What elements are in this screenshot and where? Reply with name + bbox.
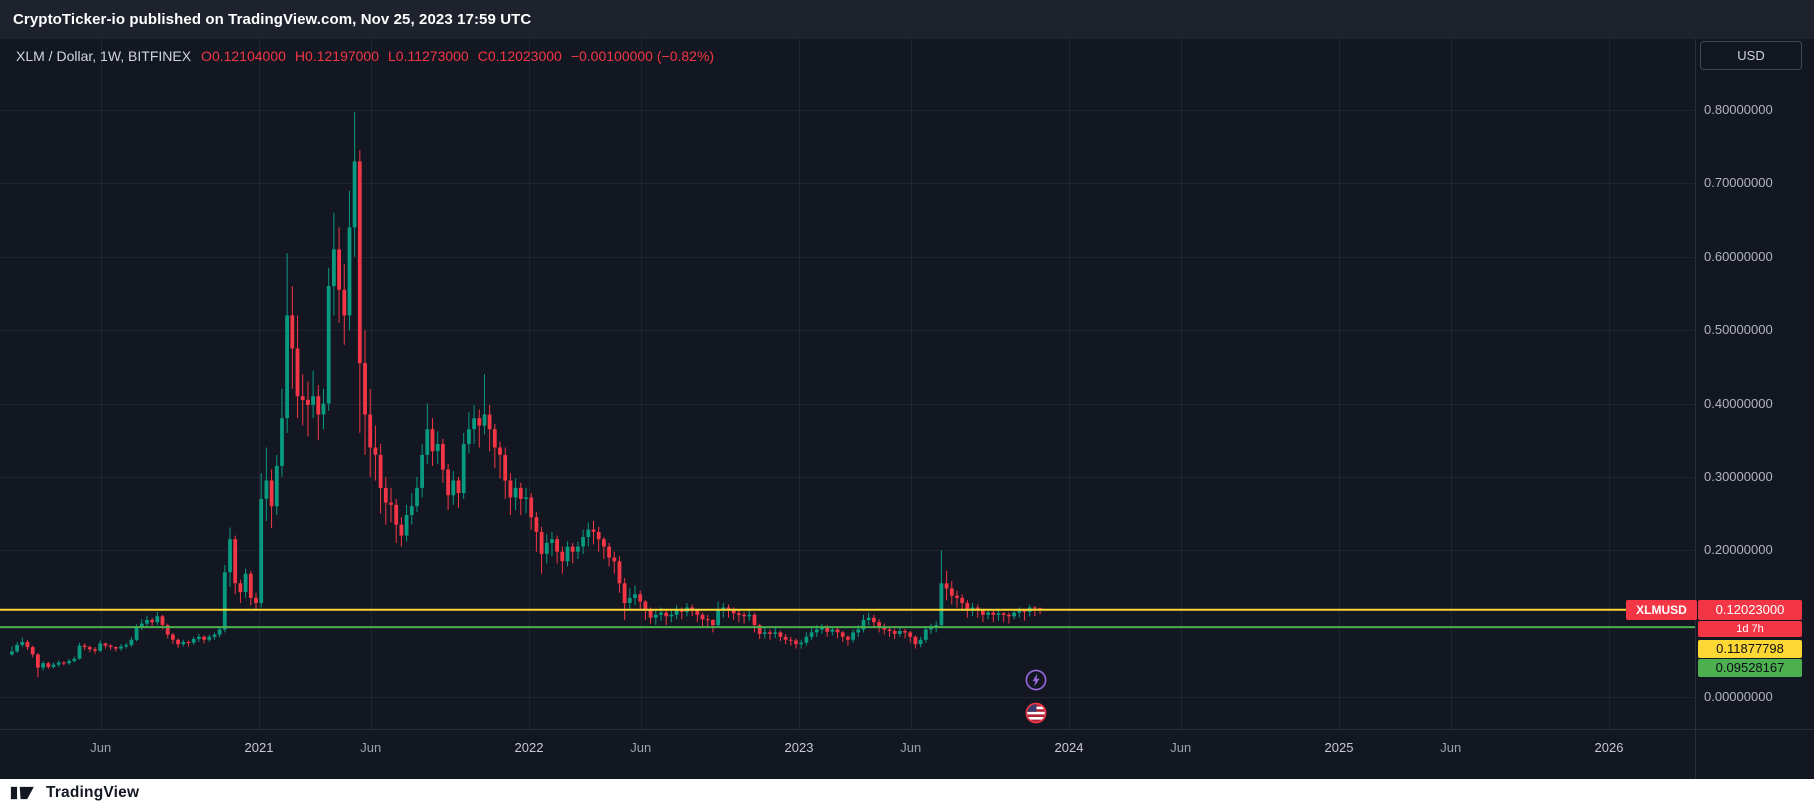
footer-bar: TradingView	[0, 779, 1814, 807]
high-label: H	[294, 48, 306, 64]
us-flag-event-icon[interactable]	[1025, 702, 1047, 724]
yellow-level-price-badge: 0.11877798	[1698, 640, 1802, 658]
publish-banner: CryptoTicker-io published on TradingView…	[0, 0, 1814, 39]
chart-legend: XLM / Dollar, 1W, BITFINEX O0.12104000 H0.…	[16, 48, 714, 64]
symbol-title[interactable]: XLM / Dollar, 1W, BITFINEX	[16, 48, 192, 64]
candlestick-series	[10, 112, 1042, 678]
low-label: L	[388, 48, 396, 64]
change-value: −0.00100000 (−0.82%)	[570, 48, 715, 64]
green-level-price-badge: 0.09528167	[1698, 659, 1802, 677]
open-value: 0.12104000	[211, 48, 286, 64]
event-markers	[1025, 669, 1047, 724]
tradingview-brand-text[interactable]: TradingView	[46, 784, 140, 801]
lightning-event-icon[interactable]	[1025, 669, 1047, 691]
grid-lines	[0, 39, 1695, 729]
tradingview-logo-icon[interactable]	[10, 783, 40, 803]
axis-separators	[0, 39, 1814, 779]
price-chart-canvas[interactable]	[0, 0, 1814, 779]
low-value: 0.11273000	[395, 48, 469, 64]
last-price-badge: 0.12023000	[1698, 600, 1802, 620]
open-label: O	[201, 48, 212, 64]
high-value: 0.12197000	[305, 48, 379, 64]
publish-banner-text: CryptoTicker-io published on TradingView…	[13, 11, 532, 28]
close-label: C	[477, 48, 488, 64]
bar-countdown-badge: 1d 7h	[1698, 621, 1802, 637]
currency-usd-button[interactable]: USD	[1700, 41, 1802, 70]
close-value: 0.12023000	[487, 48, 562, 64]
symbol-badge: XLMUSD	[1626, 600, 1697, 620]
